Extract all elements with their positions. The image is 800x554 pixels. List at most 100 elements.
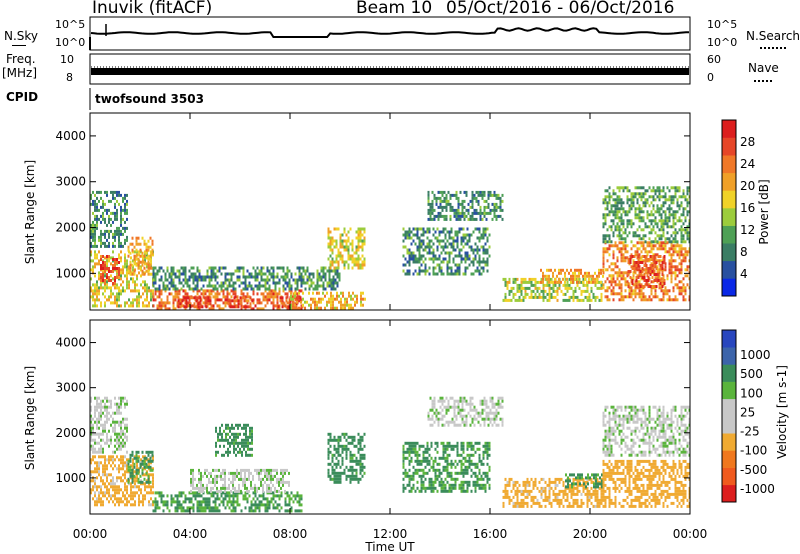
power-echo-cell	[318, 284, 321, 288]
power-echo-cell	[586, 274, 588, 278]
power-echo-cell	[361, 239, 364, 243]
power-echo-cell	[94, 217, 96, 221]
power-echo-cell	[474, 254, 477, 258]
power-echo-cell	[333, 266, 336, 270]
power-echo-cell	[662, 289, 665, 293]
velocity-echo-cell	[140, 500, 142, 504]
power-echo-cell	[234, 281, 237, 285]
power-echo-cell	[418, 248, 421, 252]
velocity-echo-cell	[258, 486, 260, 490]
power-echo-cell	[612, 222, 615, 226]
power-echo-cell	[426, 230, 429, 234]
power-echo-cell	[666, 198, 669, 202]
power-echo-cell	[516, 289, 519, 293]
velocity-echo-cell	[122, 500, 124, 504]
power-echo-cell	[650, 298, 653, 302]
power-echo-cell	[218, 269, 221, 273]
power-echo-cell	[308, 272, 311, 276]
power-echo-cell	[96, 214, 98, 218]
power-echo-cell	[92, 298, 94, 302]
velocity-echo-cell	[133, 456, 136, 460]
power-echo-cell	[284, 292, 287, 296]
power-echo-cell	[682, 195, 685, 199]
power-echo-cell	[120, 205, 122, 209]
velocity-echo-cell	[94, 432, 96, 436]
power-echo-cell	[128, 304, 130, 308]
velocity-echo-cell	[120, 411, 122, 415]
velocity-echo-cell	[150, 488, 152, 492]
power-echo-cell	[648, 186, 651, 190]
power-echo-cell	[475, 190, 478, 194]
velocity-echo-cell	[232, 483, 234, 487]
power-echo-cell	[420, 242, 423, 246]
power-echo-cell	[94, 241, 96, 245]
velocity-echo-cell	[327, 441, 330, 445]
power-echo-cell	[280, 275, 283, 279]
power-echo-cell	[586, 283, 589, 287]
power-echo-cell	[660, 241, 663, 245]
power-echo-cell	[522, 286, 525, 290]
power-echo-cell	[149, 254, 152, 258]
velocity-echo-cell	[268, 483, 270, 487]
power-echo-cell	[622, 186, 625, 190]
power-echo-cell	[364, 297, 366, 301]
power-echo-cell	[616, 198, 619, 202]
power-echo-cell	[200, 275, 203, 279]
power-echo-cell	[647, 285, 650, 288]
velocity-echo-cell	[144, 485, 146, 489]
power-echo-cell	[406, 269, 409, 273]
power-echo-cell	[90, 241, 92, 245]
station-title: Inuvik (fitACF)	[92, 0, 213, 18]
power-echo-cell	[318, 291, 320, 295]
power-echo-cell	[350, 306, 352, 310]
power-echo-cell	[94, 262, 96, 266]
power-echo-cell	[290, 306, 292, 310]
power-echo-cell	[214, 298, 217, 302]
power-echo-cell	[140, 283, 142, 287]
power-echo-cell	[427, 190, 430, 194]
velocity-echo-cell	[147, 474, 150, 478]
velocity-echo-cell	[126, 458, 128, 462]
power-echo-cell	[290, 284, 293, 288]
power-echo-cell	[288, 278, 291, 282]
power-echo-cell	[140, 274, 142, 278]
power-echo-cell	[338, 272, 341, 276]
power-echo-cell	[133, 245, 136, 249]
power-echo-cell	[214, 266, 217, 270]
velocity-echo-cell	[218, 497, 221, 501]
velocity-echo-cell	[229, 444, 231, 448]
power-echo-cell	[212, 275, 215, 279]
power-echo-cell	[550, 286, 553, 290]
power-echo-cell	[140, 295, 142, 299]
velocity-echo-cell	[168, 509, 171, 513]
velocity-echo-cell	[110, 482, 112, 486]
velocity-echo-cell	[112, 420, 114, 424]
velocity-echo-cell	[337, 459, 340, 463]
power-echo-cell	[638, 289, 641, 293]
velocity-echo-cell	[120, 488, 122, 492]
power-echo-cell	[178, 269, 181, 273]
power-echo-cell	[132, 265, 134, 269]
power-echo-cell	[182, 289, 185, 293]
power-echo-cell	[636, 192, 639, 196]
power-echo-cell	[235, 299, 238, 303]
velocity-echo-cell	[227, 432, 229, 436]
velocity-echo-cell	[244, 480, 246, 484]
power-echo-cell	[644, 262, 647, 266]
power-echo-cell	[308, 287, 311, 291]
power-echo-cell	[234, 269, 237, 273]
power-echo-cell	[347, 245, 350, 249]
power-echo-cell	[656, 207, 659, 211]
power-echo-cell	[497, 193, 500, 197]
power-echo-cell	[650, 289, 653, 293]
velocity-echo-cell	[98, 491, 100, 495]
power-echo-cell	[602, 283, 605, 287]
power-echo-cell	[682, 298, 685, 302]
power-echo-cell	[90, 235, 92, 239]
power-echo-cell	[440, 239, 443, 243]
power-echo-cell	[90, 196, 92, 200]
power-echo-cell	[126, 193, 128, 197]
power-echo-cell	[684, 216, 687, 220]
velocity-echo-cell	[274, 489, 276, 493]
velocity-echo-cell	[102, 500, 104, 504]
